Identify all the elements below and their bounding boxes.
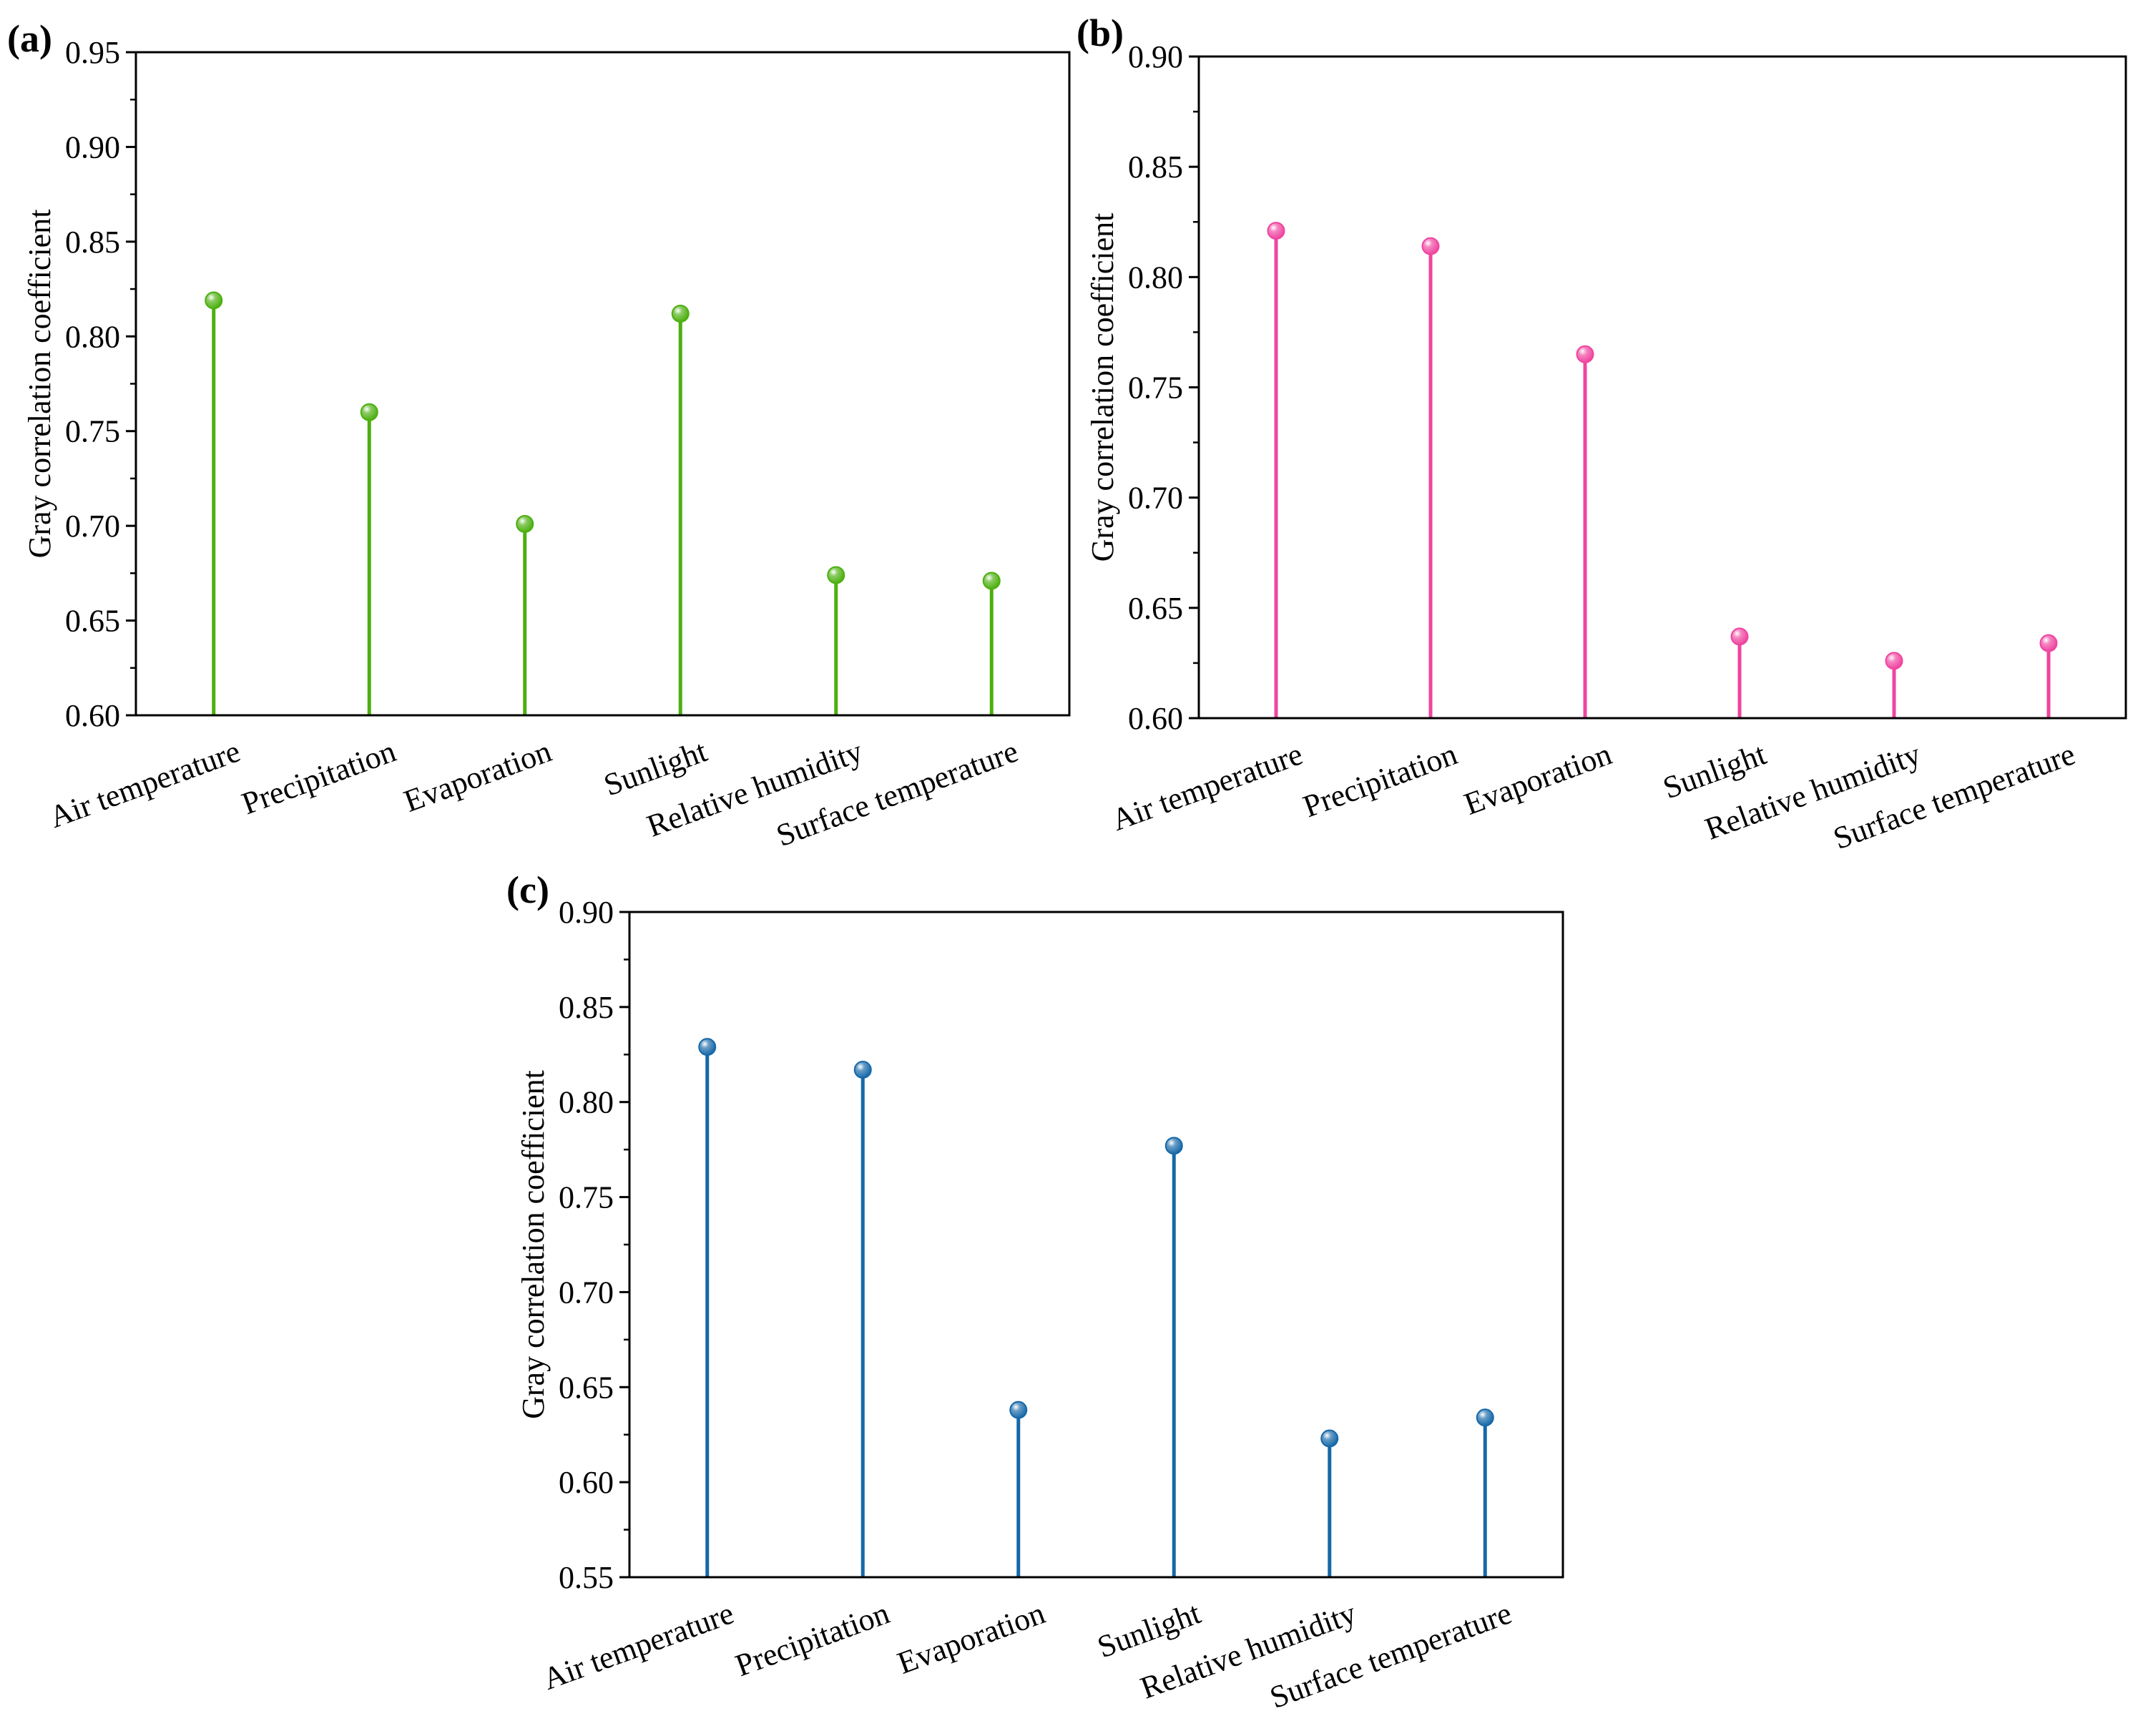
chart-panel-2: 0.60 0.65 0.70 0.75 0.80 0.85 0.90 Gray correla… (1077, 11, 2127, 856)
x-tick-label-1: Precipitation (731, 1595, 894, 1683)
y-tick-label: 0.60 (1128, 701, 1183, 736)
point-2 (1576, 345, 1594, 363)
point-1 (1421, 237, 1440, 255)
y-tick-label: 0.60 (559, 1465, 614, 1500)
x-tick-label-2: Evaporation (399, 733, 556, 819)
y-tick-label: 0.75 (1128, 371, 1183, 406)
y-tick-label: 0.65 (559, 1370, 614, 1405)
y-axis-title: Gray correlation coefficient (516, 1070, 551, 1419)
y-tick-label: 0.60 (65, 698, 120, 733)
plot-frame (134, 51, 1071, 717)
point-3 (671, 305, 690, 323)
chart-panel-3: 0.55 0.60 0.65 0.70 0.75 0.80 0.85 0.90 Gray cor… (506, 868, 1564, 1715)
y-tick-label: 0.65 (1128, 591, 1183, 626)
y-tick-label: 0.70 (1128, 481, 1183, 516)
y-axis-title: Gray correlation coefficient (22, 210, 57, 559)
x-tick-label-0: Air temperature (1107, 736, 1308, 838)
point-5 (1476, 1408, 1494, 1427)
point-0 (205, 291, 223, 310)
y-tick-label: 0.95 (65, 35, 120, 70)
x-tick-label-1: Precipitation (1298, 736, 1461, 824)
y-tick-label: 0.70 (65, 509, 120, 544)
point-3 (1730, 627, 1749, 646)
point-4 (1320, 1429, 1339, 1448)
y-axis-title: Gray correlation coefficient (1085, 213, 1120, 562)
point-0 (1267, 222, 1285, 240)
panel-label: (c) (506, 868, 549, 911)
y-tick-label: 0.90 (559, 895, 614, 930)
point-4 (827, 566, 845, 584)
y-tick-label: 0.85 (559, 990, 614, 1025)
y-tick-label: 0.55 (559, 1560, 614, 1595)
point-1 (853, 1061, 872, 1079)
y-tick-label: 0.90 (1128, 39, 1183, 74)
point-5 (2039, 634, 2058, 652)
point-3 (1164, 1137, 1183, 1155)
x-tick-label-2: Evaporation (1460, 736, 1617, 822)
y-tick-label: 0.75 (559, 1180, 614, 1215)
x-tick-label-0: Air temperature (45, 733, 245, 835)
point-0 (698, 1038, 717, 1056)
point-2 (516, 514, 534, 533)
y-tick-label: 0.80 (65, 319, 120, 354)
point-5 (982, 572, 1001, 590)
point-4 (1885, 652, 1903, 670)
y-tick-label: 0.90 (65, 129, 120, 165)
y-tick-label: 0.85 (65, 225, 120, 260)
y-tick-label: 0.75 (65, 414, 120, 449)
y-tick-label: 0.85 (1128, 149, 1183, 185)
chart-panel-1: 0.60 0.65 0.70 0.75 0.80 0.85 0.90 0.95 Gray cor… (7, 17, 1071, 853)
y-tick-label: 0.80 (559, 1085, 614, 1120)
point-1 (360, 403, 378, 421)
point-2 (1009, 1401, 1028, 1419)
plot-frame (1197, 55, 2127, 720)
panel-label: (b) (1077, 11, 1124, 54)
y-tick-label: 0.70 (559, 1275, 614, 1310)
x-tick-label-2: Evaporation (893, 1595, 1049, 1681)
plot-frame (628, 911, 1564, 1579)
x-tick-label-1: Precipitation (237, 733, 401, 821)
panel-label: (a) (7, 17, 52, 60)
y-tick-label: 0.65 (65, 604, 120, 639)
y-tick-label: 0.80 (1128, 260, 1183, 295)
x-tick-label-0: Air temperature (539, 1595, 739, 1697)
